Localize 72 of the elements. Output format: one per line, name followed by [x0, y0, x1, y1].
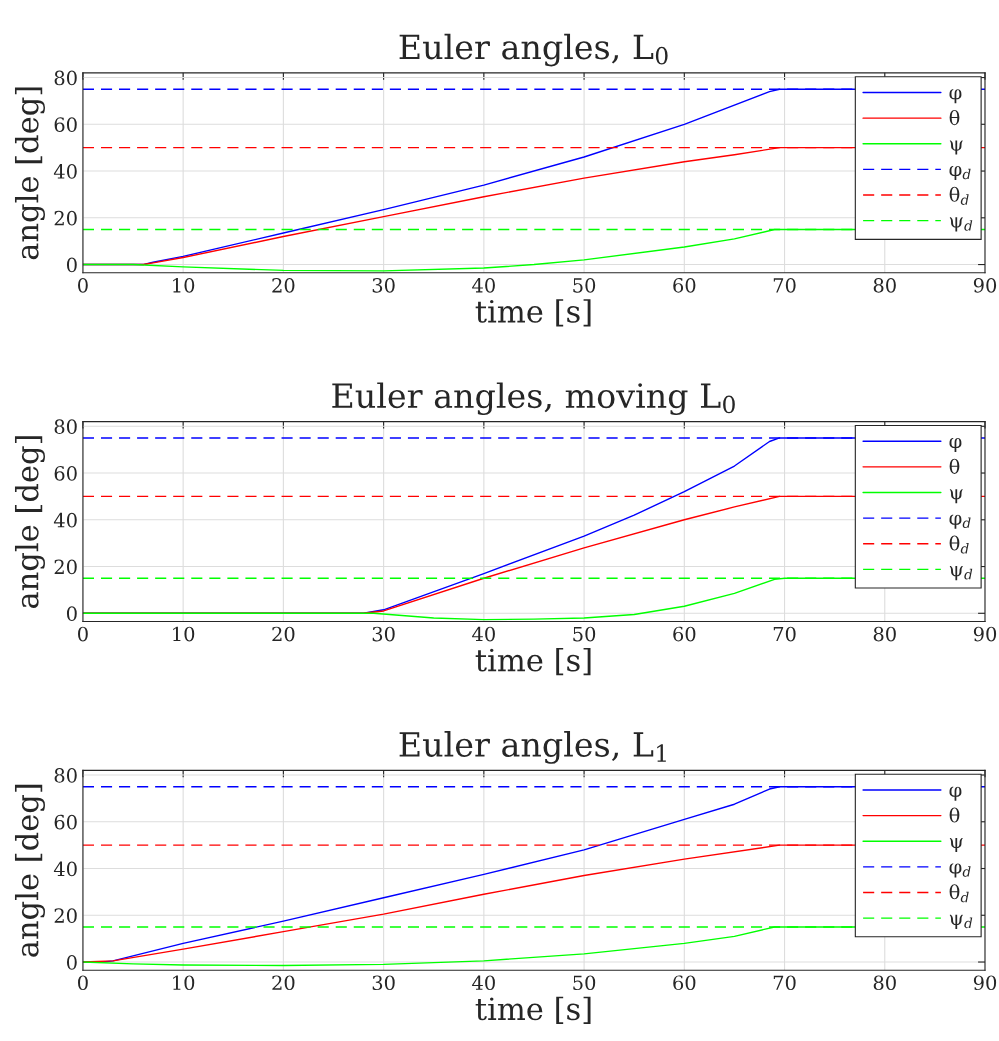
x-tick-label: 90	[973, 975, 997, 991]
x-tick-label: 90	[973, 277, 997, 293]
x-tick-label: 0	[78, 975, 88, 991]
y-tick-label: 60	[54, 117, 77, 132]
y-tick-label: 80	[54, 70, 77, 86]
x-tick-label: 60	[673, 626, 696, 642]
chart-title: Euler angles, L$_{1}$	[399, 731, 666, 764]
legend-label: θ$_{d}$	[949, 186, 969, 205]
x-tick-label: 20	[272, 626, 295, 642]
x-tick-label: 50	[573, 626, 596, 642]
x-tick-label: 40	[472, 975, 495, 991]
x-tick-label: 50	[573, 277, 596, 293]
y-axis-title: angle [deg]	[14, 784, 45, 957]
y-axis-title: angle [deg]	[14, 87, 45, 260]
legend-label: ψ$_{d}$	[949, 914, 973, 929]
x-tick-label: 80	[873, 626, 896, 642]
x-tick-label: 80	[873, 975, 896, 991]
legend-label: ψ	[949, 837, 963, 853]
chart-title: Euler angles, moving L$_{0}$	[332, 382, 735, 416]
x-tick-label: 10	[173, 626, 195, 642]
y-tick-label: 60	[54, 814, 77, 830]
legend-label: φ	[949, 89, 962, 104]
legend-label: θ	[949, 458, 960, 474]
legend-label: θ$_{d}$	[949, 535, 969, 554]
legend-label: φ$_{d}$	[949, 863, 971, 878]
y-axis-title: angle [deg]	[14, 436, 45, 609]
x-tick-label: 20	[272, 975, 295, 991]
y-tick-label: 20	[54, 908, 77, 923]
x-tick-label: 30	[372, 277, 395, 293]
legend-label: φ	[949, 786, 962, 801]
x-tick-label: 0	[78, 277, 88, 293]
chart-title: Euler angles, L$_{0}$	[399, 33, 668, 67]
legend-label: φ	[949, 437, 962, 453]
x-tick-label: 70	[773, 277, 796, 293]
x-tick-label: 50	[573, 975, 596, 991]
y-tick-label: 80	[54, 767, 77, 783]
x-axis-title: time [s]	[475, 647, 591, 676]
legend-label: θ$_{d}$	[949, 884, 969, 903]
legend-label: φ$_{d}$	[949, 165, 971, 181]
x-tick-label: 70	[773, 626, 796, 642]
x-axis-title: time [s]	[475, 299, 591, 327]
y-tick-label: 40	[53, 861, 77, 877]
x-tick-label: 20	[272, 277, 295, 293]
legend-label: θ	[949, 807, 960, 823]
x-tick-label: 80	[873, 277, 896, 293]
x-tick-label: 70	[773, 975, 796, 991]
y-tick-label: 40	[53, 164, 77, 179]
y-tick-label: 60	[54, 465, 77, 481]
legend-label: ψ$_{d}$	[949, 566, 973, 581]
y-tick-label: 20	[54, 559, 77, 575]
legend-label: ψ	[949, 489, 963, 504]
x-tick-label: 10	[173, 277, 195, 293]
y-tick-label: 40	[53, 512, 77, 528]
x-tick-label: 30	[372, 975, 395, 991]
y-tick-label: 0	[66, 954, 77, 970]
y-tick-label: 0	[66, 606, 77, 621]
legend-label: ψ	[949, 140, 963, 155]
x-tick-label: 60	[673, 975, 696, 991]
x-axis-title: time [s]	[475, 996, 591, 1024]
x-tick-label: 10	[173, 975, 195, 991]
x-tick-label: 30	[372, 626, 395, 642]
legend-label: θ	[949, 109, 960, 126]
legend-label: φ$_{d}$	[949, 514, 971, 529]
y-tick-label: 20	[54, 210, 77, 226]
x-tick-label: 40	[472, 277, 495, 293]
x-tick-label: 90	[973, 626, 997, 642]
y-tick-label: 0	[66, 257, 77, 273]
x-tick-label: 0	[78, 626, 88, 642]
x-tick-label: 60	[673, 277, 696, 293]
x-tick-label: 40	[472, 626, 495, 642]
y-tick-label: 80	[54, 419, 77, 434]
legend-label: ψ$_{d}$	[949, 217, 973, 232]
